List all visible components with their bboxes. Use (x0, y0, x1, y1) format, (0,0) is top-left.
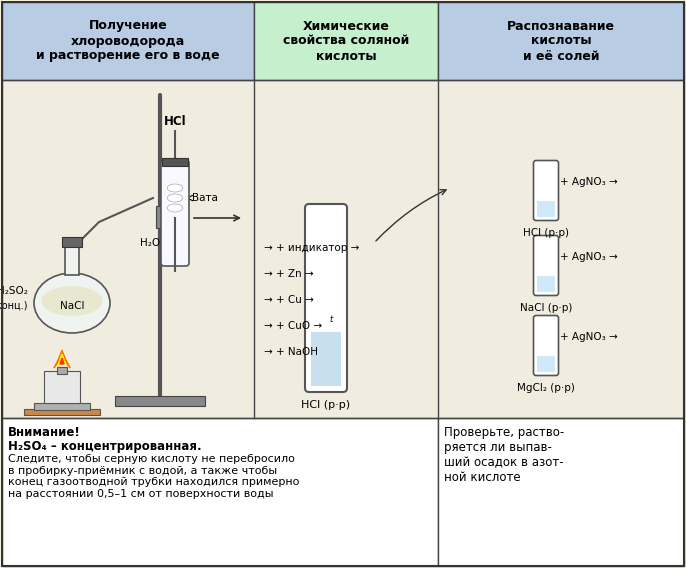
Bar (65, 243, 79, 275)
Text: H₂SO₄ – концентрированная.: H₂SO₄ – концентрированная. (8, 440, 202, 453)
FancyBboxPatch shape (534, 161, 558, 220)
Text: → + Cu →: → + Cu → (264, 295, 314, 305)
Bar (537, 201, 555, 217)
Bar (537, 356, 555, 372)
Bar (438, 418, 684, 566)
Text: Химические
свойства соляной
кислоты: Химические свойства соляной кислоты (283, 19, 409, 62)
Bar (2, 418, 438, 566)
Bar (62, 237, 82, 247)
Text: NaCl: NaCl (60, 301, 84, 311)
Text: (конц.): (конц.) (0, 300, 28, 310)
Bar (438, 2, 684, 80)
Bar (2, 80, 684, 418)
Text: → + Zn →: → + Zn → (264, 269, 314, 279)
FancyBboxPatch shape (534, 236, 558, 295)
Ellipse shape (34, 273, 110, 333)
Text: Проверьте, раство-
ряется ли выпав-
ший осадок в азот-
ной кислоте: Проверьте, раство- ряется ли выпав- ший … (444, 426, 565, 484)
Text: HCl (р·р): HCl (р·р) (523, 228, 569, 238)
Text: + AgNO₃ →: + AgNO₃ → (560, 177, 618, 187)
Text: MgCl₂ (р·р): MgCl₂ (р·р) (517, 383, 575, 393)
Text: Распознавание
кислоты
и её солей: Распознавание кислоты и её солей (507, 19, 615, 62)
Text: t: t (329, 315, 332, 324)
Bar (311, 332, 341, 386)
Bar (537, 275, 555, 292)
Text: + AgNO₃ →: + AgNO₃ → (560, 252, 618, 262)
Ellipse shape (167, 204, 182, 212)
Text: Следите, чтобы серную кислоту не перебросило
в пробирку-приёмник с водой, а такж: Следите, чтобы серную кислоту не перебро… (8, 454, 299, 499)
Text: → + CuO →: → + CuO → (264, 321, 322, 331)
Text: → + индикатор →: → + индикатор → (264, 243, 359, 253)
Text: NaCl (р·р): NaCl (р·р) (520, 303, 572, 313)
FancyBboxPatch shape (161, 160, 189, 266)
FancyBboxPatch shape (305, 204, 347, 392)
Bar (34, 403, 90, 410)
Text: HCl (р·р): HCl (р·р) (301, 400, 351, 410)
Bar (2, 2, 254, 80)
Text: H₂SO₂: H₂SO₂ (0, 286, 28, 296)
FancyBboxPatch shape (534, 315, 558, 375)
Bar (164, 210, 180, 224)
Polygon shape (54, 350, 70, 368)
Ellipse shape (167, 184, 182, 192)
Bar (254, 2, 438, 80)
Bar (162, 158, 188, 166)
Text: + AgNO₃ →: + AgNO₃ → (560, 332, 618, 343)
Text: Получение
хлороводорода
и растворение его в воде: Получение хлороводорода и растворение ег… (36, 19, 220, 62)
Ellipse shape (167, 194, 182, 202)
Polygon shape (58, 354, 66, 366)
Bar (2, 80, 684, 418)
Bar (44, 371, 80, 403)
Bar (24, 409, 100, 415)
Text: Внимание!: Внимание! (8, 426, 81, 439)
Ellipse shape (42, 286, 102, 316)
Text: H₂O: H₂O (140, 238, 160, 248)
Text: HCl: HCl (164, 115, 187, 128)
Text: → + NaOH: → + NaOH (264, 347, 318, 357)
Bar (156, 206, 164, 228)
Bar (57, 367, 67, 374)
Bar (115, 396, 205, 406)
Text: Вата: Вата (192, 193, 218, 203)
Polygon shape (60, 358, 64, 364)
